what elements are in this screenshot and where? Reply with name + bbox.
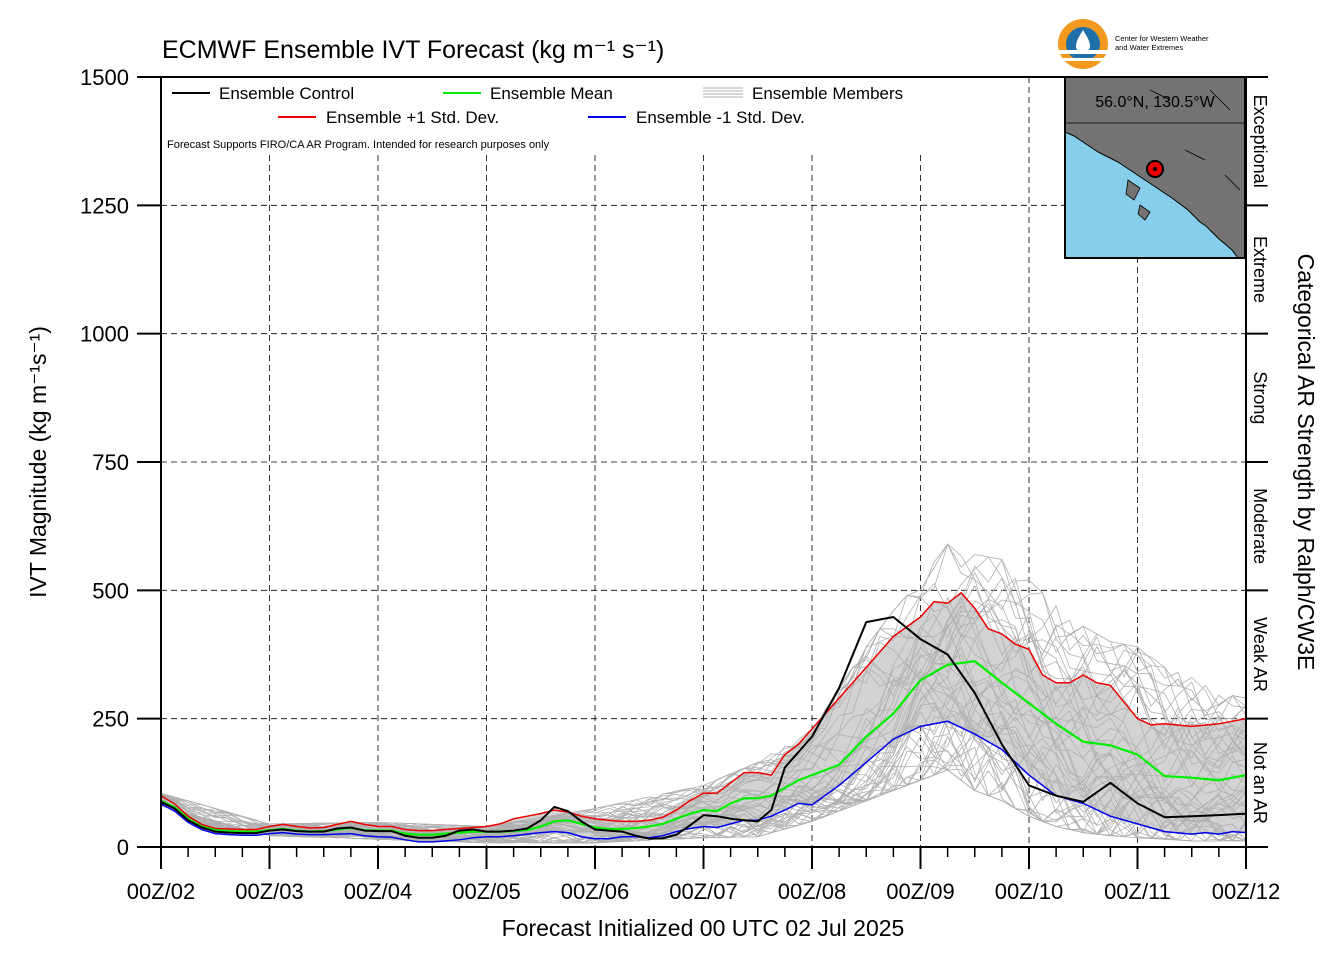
category-label: Weak AR bbox=[1250, 617, 1270, 692]
inset-location-label: 56.0°N, 130.5°W bbox=[1095, 94, 1215, 111]
y-axis-label: IVT Magnitude (kg m⁻¹s⁻¹) bbox=[25, 326, 51, 598]
y-tick-label: 0 bbox=[117, 835, 129, 860]
x-axis-label: Forecast Initialized 00 UTC 02 Jul 2025 bbox=[502, 915, 905, 941]
right-axis-label: Categorical AR Strength by Ralph/CW3E bbox=[1293, 254, 1319, 671]
legend-label-control: Ensemble Control bbox=[219, 84, 354, 103]
x-tick-label: 00Z/05 bbox=[452, 879, 521, 904]
cw3e-logo: Center for Western Weather and Water Ext… bbox=[1058, 19, 1209, 69]
legend-label-members: Ensemble Members bbox=[752, 84, 903, 103]
plus-std-line bbox=[161, 592, 1246, 832]
ensemble-member-line bbox=[161, 623, 1246, 837]
x-tick-label: 00Z/03 bbox=[235, 879, 304, 904]
logo-text-2: and Water Extremes bbox=[1115, 43, 1183, 52]
minus-std-line bbox=[161, 720, 1246, 843]
chart-title: ECMWF Ensemble IVT Forecast (kg m⁻¹ s⁻¹) bbox=[162, 36, 664, 64]
ensemble-member-line bbox=[161, 675, 1246, 844]
ensemble-member-line bbox=[161, 558, 1246, 830]
legend-label-minus-std: Ensemble -1 Std. Dev. bbox=[636, 108, 805, 127]
x-tick-label: 00Z/09 bbox=[886, 879, 955, 904]
x-tick-label: 00Z/10 bbox=[995, 879, 1064, 904]
y-tick-label: 500 bbox=[92, 578, 129, 603]
x-tick-label: 00Z/06 bbox=[561, 879, 630, 904]
logo-text-1: Center for Western Weather bbox=[1115, 34, 1209, 43]
research-note: Forecast Supports FIRO/CA AR Program. In… bbox=[167, 139, 550, 151]
x-tick-label: 00Z/08 bbox=[778, 879, 847, 904]
y-tick-label: 1500 bbox=[80, 65, 129, 90]
ensemble-member-line bbox=[161, 689, 1246, 842]
category-label: Moderate bbox=[1250, 488, 1270, 564]
location-inset-map: 56.0°N, 130.5°W bbox=[1064, 76, 1246, 259]
control-line bbox=[161, 616, 1246, 840]
y-tick-label: 250 bbox=[92, 707, 129, 732]
series-lines bbox=[161, 592, 1246, 843]
legend-label-mean: Ensemble Mean bbox=[490, 84, 613, 103]
axis-ticks: 0 250 500 750 1000 1250 1500 00Z/02 00Z/03 00Z/04… bbox=[80, 65, 1280, 904]
legend-swatch-members bbox=[703, 87, 743, 98]
ensemble-member-line bbox=[161, 619, 1246, 841]
x-tick-label: 00Z/02 bbox=[127, 879, 196, 904]
x-tick-label: 00Z/12 bbox=[1212, 879, 1281, 904]
legend: Ensemble Control Ensemble Mean Ensemble … bbox=[167, 84, 903, 151]
x-tick-label: 00Z/11 bbox=[1104, 879, 1171, 904]
x-tick-label: 00Z/04 bbox=[344, 879, 413, 904]
logo-drop-icon bbox=[1076, 30, 1090, 53]
x-tick-label: 00Z/07 bbox=[669, 879, 738, 904]
y-tick-label: 750 bbox=[92, 450, 129, 475]
category-label: Strong bbox=[1250, 371, 1270, 424]
category-label: Exceptional bbox=[1250, 95, 1270, 188]
y-tick-label: 1000 bbox=[80, 322, 129, 347]
category-label: Not an AR bbox=[1250, 742, 1270, 824]
y-tick-label: 1250 bbox=[80, 193, 129, 218]
std-dev-spread-band bbox=[161, 592, 1246, 842]
legend-label-plus-std: Ensemble +1 Std. Dev. bbox=[326, 108, 499, 127]
category-label: Extreme bbox=[1250, 236, 1270, 303]
